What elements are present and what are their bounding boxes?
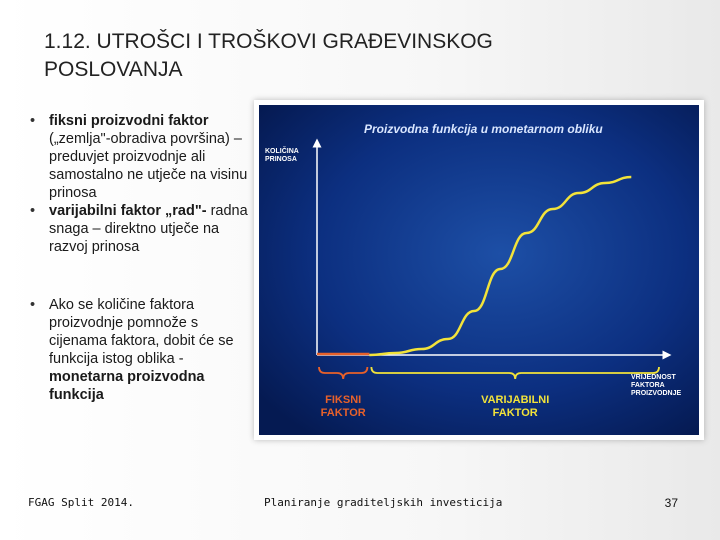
x-axis-label: VRIJEDNOST FAKTORA PROIZVODNJE: [631, 374, 682, 397]
y-axis-label: KOLIČINA PRINOSA: [265, 146, 299, 163]
bullet-item: fiksni proizvodni faktor („zemlja"-obrad…: [26, 112, 248, 202]
footer-center: Planiranje graditeljskih investicija: [264, 496, 503, 509]
bullet-bold: monetarna proizvodna funkcija: [49, 369, 205, 403]
page-number: 37: [664, 496, 678, 510]
bullet-list: fiksni proizvodni faktor („zemlja"-obrad…: [26, 112, 248, 404]
bullet-text: radna snaga – direktno utječe na razvoj …: [49, 203, 248, 255]
region-label: FIKSNI FAKTOR: [321, 394, 366, 419]
chart-background: [259, 105, 699, 435]
chart-title: Proizvodna funkcija u monetarnom obliku: [364, 122, 603, 136]
chart-frame: Proizvodna funkcija u monetarnom obliku K…: [254, 100, 704, 440]
bullet-bold: fiksni proizvodni faktor: [49, 113, 209, 129]
production-function-chart: Proizvodna funkcija u monetarnom obliku K…: [259, 105, 699, 435]
region-brace: [370, 366, 660, 380]
bullet-item: varijabilni faktor „rad"- radna snaga – …: [26, 202, 248, 256]
footer-left: FGAG Split 2014.: [28, 496, 134, 509]
bullet-text: („zemlja"-obradiva površina) – preduvjet…: [49, 131, 248, 201]
slide-title: 1.12. UTROŠCI I TROŠKOVI GRAĐEVINSKOG PO…: [44, 30, 493, 81]
bullet-text: Ako se količine faktora proizvodnje pomn…: [49, 297, 234, 367]
production-curve: [369, 175, 632, 357]
bullet-item: Ako se količine faktora proizvodnje pomn…: [26, 296, 248, 404]
region-brace: [318, 366, 369, 380]
region-label: VARIJABILNI FAKTOR: [481, 394, 549, 419]
bullet-bold: varijabilni faktor „rad"-: [49, 203, 207, 219]
